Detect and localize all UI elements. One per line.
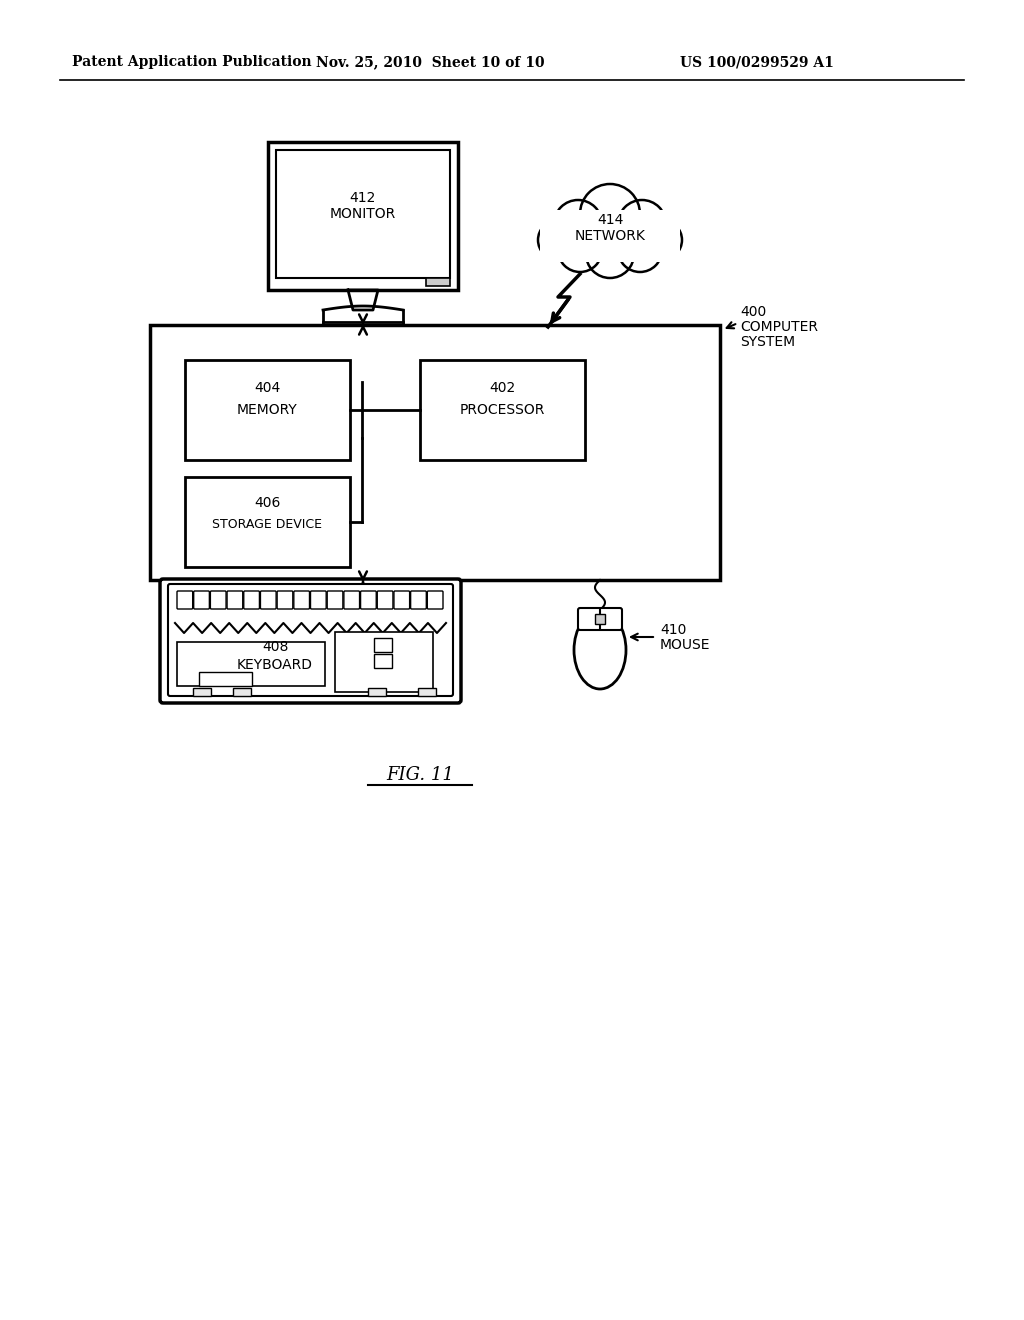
FancyBboxPatch shape [578, 609, 622, 630]
Bar [420, 360, 585, 459]
Text: Patent Application Publication: Patent Application Publication [72, 55, 311, 69]
Bar [150, 325, 720, 579]
Circle shape [554, 201, 602, 248]
Text: COMPUTER: COMPUTER [740, 319, 818, 334]
Bar [375, 653, 392, 668]
Bar [199, 672, 253, 686]
FancyBboxPatch shape [377, 591, 393, 609]
FancyBboxPatch shape [394, 591, 410, 609]
Text: MEMORY: MEMORY [238, 403, 298, 417]
FancyBboxPatch shape [210, 591, 226, 609]
Text: 412: 412 [350, 191, 376, 205]
Circle shape [580, 183, 640, 244]
Text: NETWORK: NETWORK [574, 228, 645, 243]
Text: KEYBOARD: KEYBOARD [238, 657, 313, 672]
Bar [336, 632, 433, 692]
Bar [185, 360, 350, 459]
FancyBboxPatch shape [360, 591, 376, 609]
Circle shape [618, 201, 666, 248]
Text: 410: 410 [660, 623, 686, 638]
Circle shape [618, 228, 662, 272]
Circle shape [538, 220, 578, 260]
Text: 404: 404 [254, 381, 281, 395]
Bar [375, 638, 392, 652]
Circle shape [586, 230, 634, 279]
Text: 414: 414 [597, 213, 624, 227]
Ellipse shape [574, 611, 626, 689]
FancyBboxPatch shape [328, 591, 343, 609]
Text: SYSTEM: SYSTEM [740, 335, 795, 348]
Text: MOUSE: MOUSE [660, 638, 711, 652]
Text: 400: 400 [740, 305, 766, 319]
Circle shape [642, 220, 682, 260]
Bar [177, 642, 326, 686]
FancyBboxPatch shape [227, 591, 243, 609]
Text: US 100/0299529 A1: US 100/0299529 A1 [680, 55, 834, 69]
Bar [233, 688, 251, 696]
FancyBboxPatch shape [260, 591, 276, 609]
Bar [368, 688, 386, 696]
FancyBboxPatch shape [310, 591, 327, 609]
FancyBboxPatch shape [194, 591, 209, 609]
Text: PROCESSOR: PROCESSOR [460, 403, 545, 417]
Text: MONITOR: MONITOR [330, 207, 396, 220]
FancyBboxPatch shape [168, 583, 453, 696]
FancyBboxPatch shape [411, 591, 426, 609]
Bar [418, 688, 436, 696]
Bar [193, 688, 211, 696]
Bar [276, 150, 450, 279]
FancyBboxPatch shape [294, 591, 309, 609]
FancyBboxPatch shape [344, 591, 359, 609]
Bar [540, 210, 680, 261]
Bar [595, 614, 605, 624]
Text: FIG. 11: FIG. 11 [386, 766, 454, 784]
FancyBboxPatch shape [427, 591, 443, 609]
Text: 406: 406 [254, 496, 281, 510]
FancyBboxPatch shape [278, 591, 293, 609]
FancyBboxPatch shape [160, 579, 461, 704]
Text: 402: 402 [489, 381, 516, 395]
Bar [426, 279, 450, 286]
Circle shape [558, 228, 602, 272]
Bar [185, 477, 350, 568]
FancyBboxPatch shape [177, 591, 193, 609]
FancyBboxPatch shape [244, 591, 259, 609]
Text: STORAGE DEVICE: STORAGE DEVICE [213, 517, 323, 531]
Text: Nov. 25, 2010  Sheet 10 of 10: Nov. 25, 2010 Sheet 10 of 10 [315, 55, 545, 69]
Text: 408: 408 [262, 640, 289, 653]
Bar [268, 143, 458, 290]
